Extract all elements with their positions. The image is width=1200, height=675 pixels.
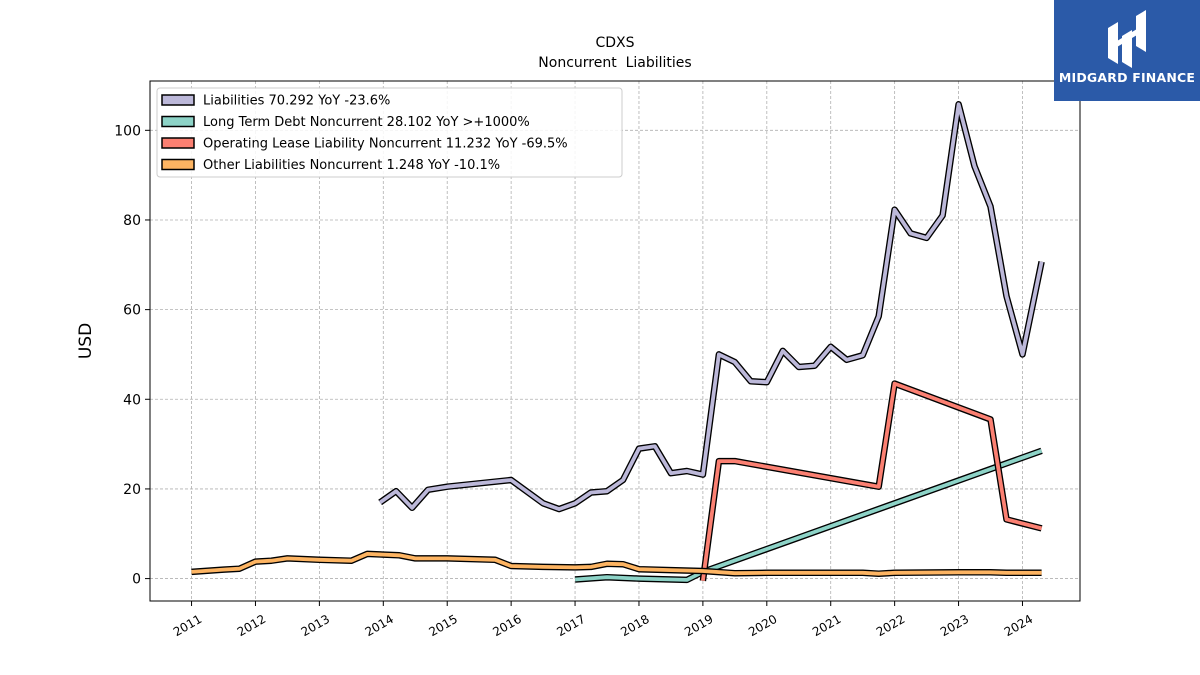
x-tick-label: 2019 bbox=[682, 612, 715, 639]
y-axis-ticks: 0 20 40 60 80 100 bbox=[114, 123, 150, 588]
brand-logo: MIDGARD FINANCE bbox=[1054, 0, 1200, 101]
series-line bbox=[379, 102, 1044, 511]
x-tick-label: 2016 bbox=[490, 612, 523, 639]
y-axis-label: USD bbox=[76, 323, 96, 359]
brand-name: MIDGARD FINANCE bbox=[1058, 70, 1196, 85]
legend-swatch bbox=[161, 137, 195, 149]
y-tick-label: 60 bbox=[123, 303, 141, 319]
legend-label: Other Liabilities Noncurrent 1.248 YoY -… bbox=[203, 158, 500, 173]
x-tick-label: 2017 bbox=[554, 612, 587, 639]
series-layer bbox=[191, 101, 1045, 584]
x-tick-label: 2024 bbox=[1002, 612, 1035, 639]
x-tick-label: 2013 bbox=[299, 612, 332, 639]
legend-label: Long Term Debt Noncurrent 28.102 YoY >+1… bbox=[203, 115, 530, 130]
chart-subtitle: Noncurrent Liabilities bbox=[538, 55, 691, 71]
plot-frame bbox=[149, 80, 1081, 602]
x-tick-label: 2023 bbox=[938, 612, 971, 639]
y-tick-label: 20 bbox=[123, 482, 141, 498]
x-axis-ticks: 2011 2012 2013 2014 2015 2016 2017 2018 2019 2020… bbox=[171, 601, 1035, 639]
legend-label: Operating Lease Liability Noncurrent 11.… bbox=[203, 137, 568, 152]
chart-title: CDXS bbox=[595, 35, 634, 51]
series-line bbox=[574, 449, 1043, 582]
x-tick-label: 2022 bbox=[874, 612, 907, 639]
series-line bbox=[191, 552, 1042, 576]
series-2 bbox=[699, 380, 1043, 582]
legend-box bbox=[156, 87, 623, 178]
series-3 bbox=[191, 550, 1042, 577]
series-1 bbox=[574, 447, 1043, 584]
series-line-outline bbox=[574, 447, 1043, 584]
legend-swatch bbox=[161, 158, 195, 171]
x-tick-label: 2011 bbox=[171, 612, 204, 639]
x-tick-label: 2021 bbox=[810, 612, 843, 639]
legend-swatch bbox=[161, 115, 195, 128]
x-tick-label: 2012 bbox=[235, 612, 268, 639]
y-tick-label: 100 bbox=[114, 123, 141, 139]
legend-label: Liabilities 70.292 YoY -23.6% bbox=[203, 94, 390, 109]
legend: Liabilities 70.292 YoY -23.6% Long Term D… bbox=[156, 87, 623, 178]
y-tick-label: 40 bbox=[123, 392, 141, 408]
x-tick-label: 2015 bbox=[426, 612, 459, 639]
series-0 bbox=[378, 101, 1045, 513]
legend-swatch bbox=[161, 94, 195, 106]
x-tick-label: 2020 bbox=[746, 612, 779, 639]
y-tick-label: 80 bbox=[123, 213, 141, 229]
series-line bbox=[701, 381, 1043, 582]
y-tick-label: 0 bbox=[132, 572, 141, 588]
x-tick-label: 2018 bbox=[618, 612, 651, 639]
brand-mark-icon bbox=[1108, 10, 1146, 68]
x-tick-label: 2014 bbox=[363, 612, 396, 639]
